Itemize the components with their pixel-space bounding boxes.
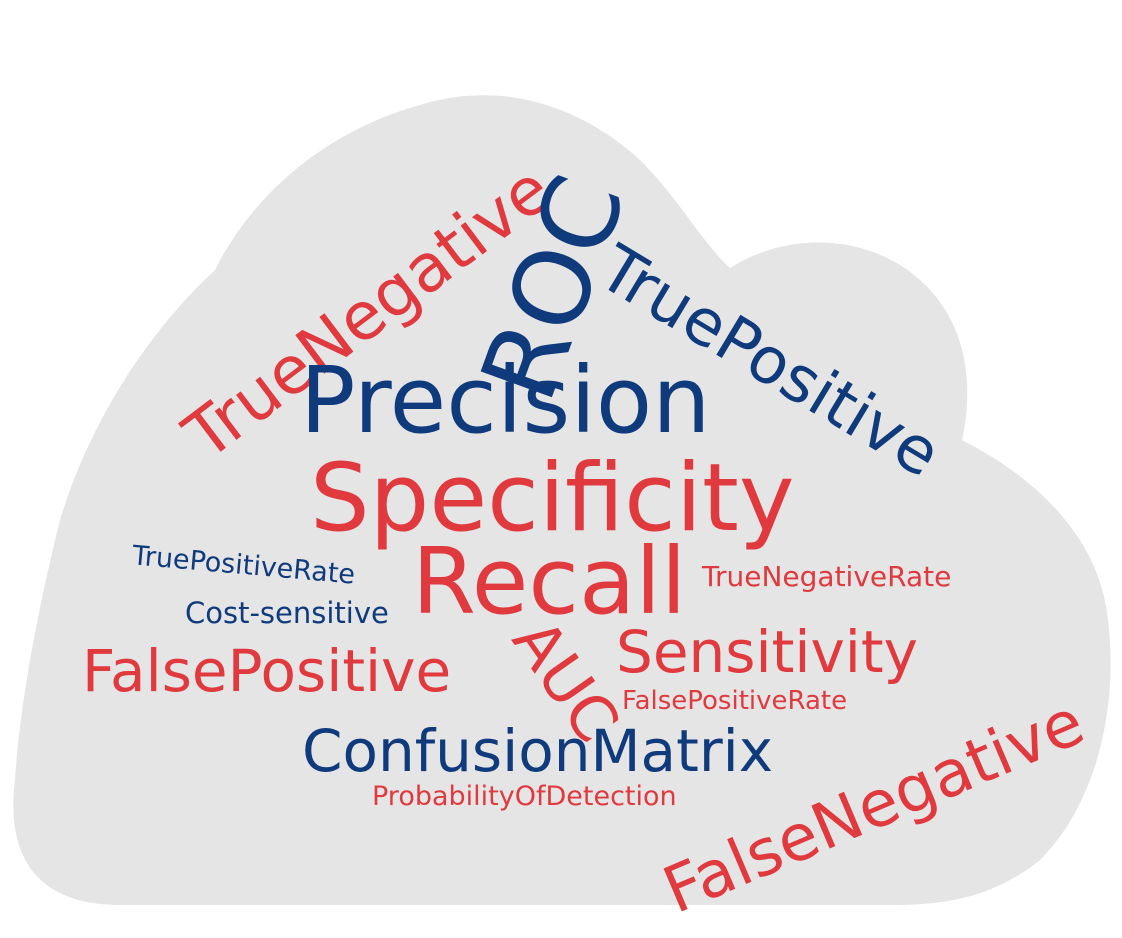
word-precision: Precision [300, 347, 711, 454]
word-true-negative-rate: TrueNegativeRate [702, 560, 952, 593]
word-false-positive-rate: FalsePositiveRate [622, 686, 848, 716]
word-sensitivity: Sensitivity [616, 618, 918, 686]
word-probability-of-detection: ProbabilityOfDetection [372, 781, 677, 812]
word-specificity: Specificity [310, 444, 795, 553]
word-false-positive: FalsePositive [82, 637, 452, 705]
word-cost-sensitive: Cost-sensitive [185, 596, 389, 630]
word-confusion-matrix: ConfusionMatrix [302, 717, 774, 785]
word-recall: Recall [412, 528, 687, 635]
